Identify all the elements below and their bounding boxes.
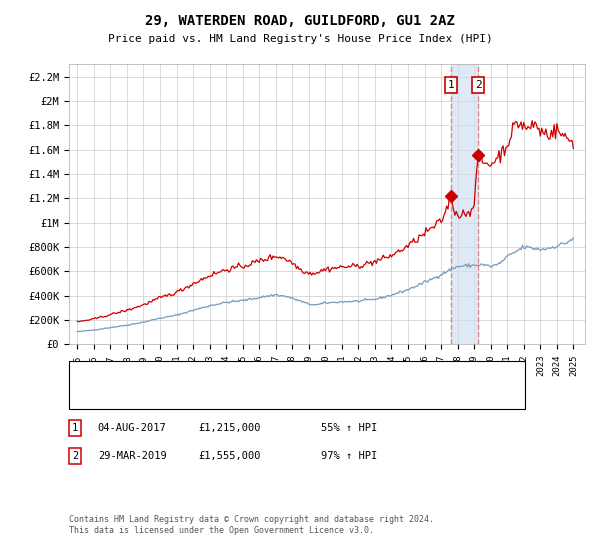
Text: 29, WATERDEN ROAD, GUILDFORD, GU1 2AZ: 29, WATERDEN ROAD, GUILDFORD, GU1 2AZ: [145, 14, 455, 28]
Text: £1,555,000: £1,555,000: [198, 451, 260, 461]
Text: 2: 2: [72, 451, 78, 461]
Text: 29, WATERDEN ROAD, GUILDFORD, GU1 2AZ (detached house): 29, WATERDEN ROAD, GUILDFORD, GU1 2AZ (d…: [108, 370, 425, 380]
Text: 55% ↑ HPI: 55% ↑ HPI: [321, 423, 377, 433]
Text: 1: 1: [448, 80, 454, 90]
Text: 97% ↑ HPI: 97% ↑ HPI: [321, 451, 377, 461]
Text: 1: 1: [72, 423, 78, 433]
Text: 2: 2: [475, 80, 482, 90]
Text: 04-AUG-2017: 04-AUG-2017: [98, 423, 167, 433]
Text: Price paid vs. HM Land Registry's House Price Index (HPI): Price paid vs. HM Land Registry's House …: [107, 34, 493, 44]
Text: Contains HM Land Registry data © Crown copyright and database right 2024.
This d: Contains HM Land Registry data © Crown c…: [69, 515, 434, 535]
Text: £1,215,000: £1,215,000: [198, 423, 260, 433]
Text: HPI: Average price, detached house, Guildford: HPI: Average price, detached house, Guil…: [108, 390, 373, 400]
Bar: [451, 64, 478, 344]
Text: 29-MAR-2019: 29-MAR-2019: [98, 451, 167, 461]
